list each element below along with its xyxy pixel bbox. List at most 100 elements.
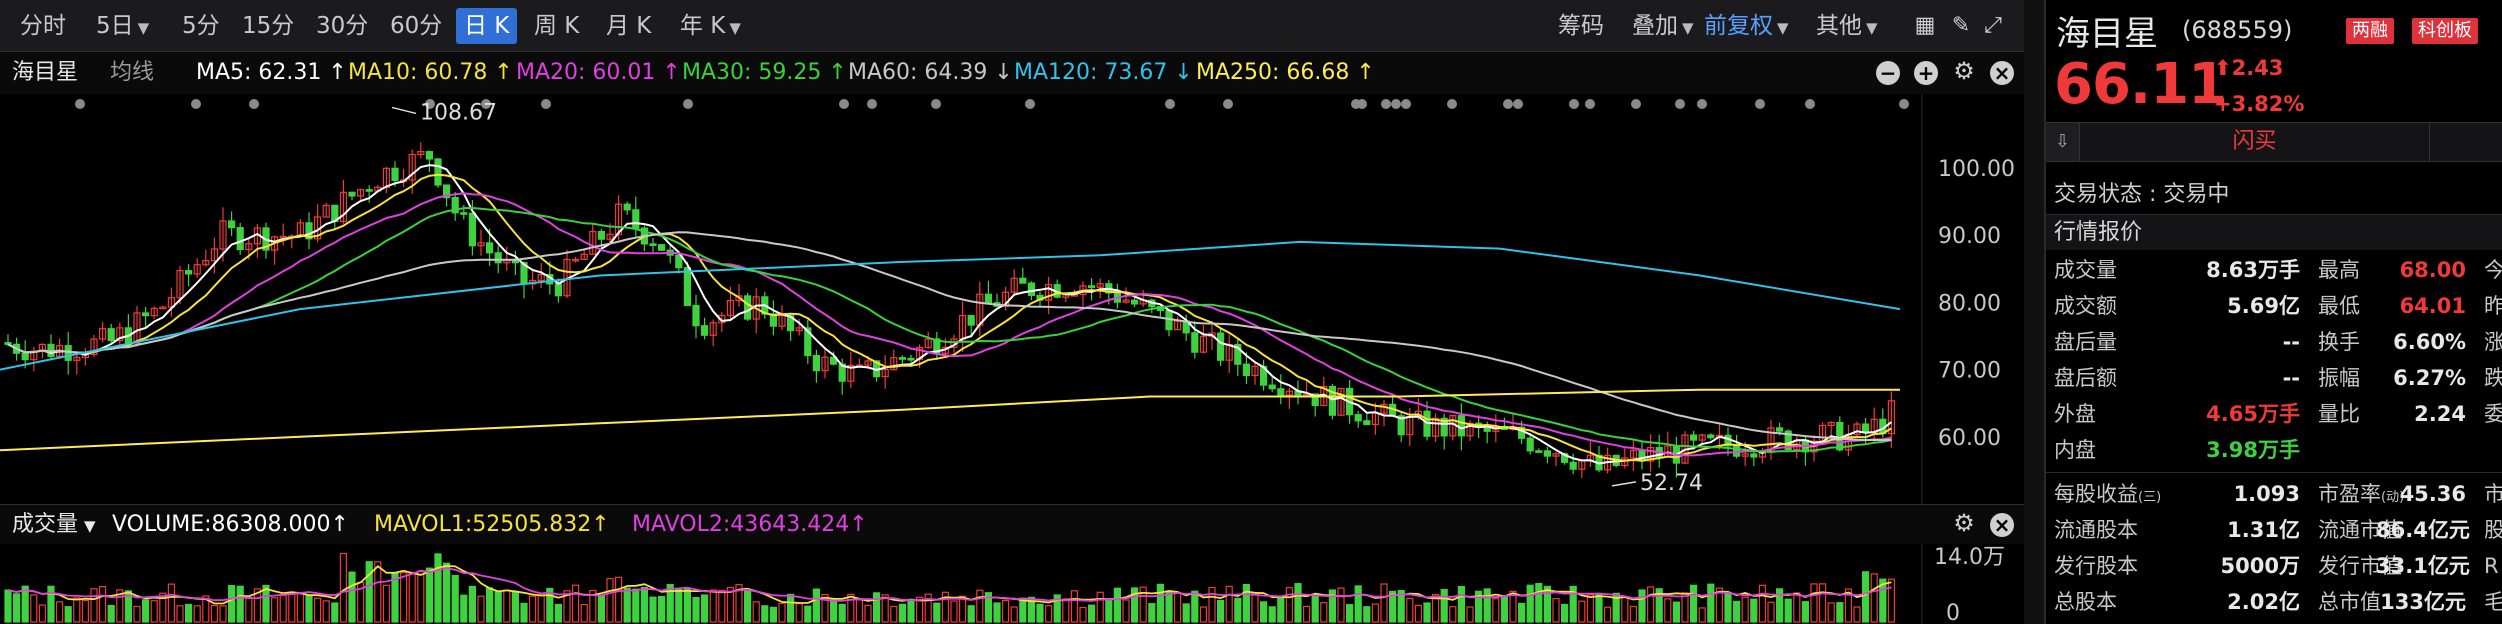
period-tab-year-k[interactable]: 年 K ▼ [680, 0, 741, 52]
volume-bar [1328, 589, 1337, 623]
event-dot [867, 99, 877, 109]
candle-up [795, 327, 803, 332]
volume-bar [1724, 593, 1732, 623]
period-tab-15min[interactable]: 15分 [242, 13, 295, 39]
low-pointer [1611, 481, 1637, 487]
volume-bar [1251, 593, 1259, 623]
volume-settings-gear-icon[interactable]: ⚙ [1953, 509, 1975, 537]
fullscreen-icon[interactable]: ⤢ [1984, 13, 2002, 38]
quote-label-clipped: 跌 [2484, 366, 2502, 390]
last-price: 66.11 [2054, 52, 2227, 117]
candle-down [1191, 332, 1199, 353]
volume-bar [1019, 597, 1027, 623]
grid-layout-icon[interactable]: ▦ [1914, 13, 1936, 38]
period-tab-month-k[interactable]: 月 K [606, 13, 652, 39]
volume-bar [976, 589, 984, 623]
volume-bar [1380, 583, 1388, 623]
period-tab-intraday[interactable]: 分时 [20, 13, 66, 39]
quote-label: 振幅 [2318, 366, 2360, 390]
candle-up [924, 338, 932, 349]
volume-bar [434, 553, 442, 623]
candle-down [1019, 277, 1027, 284]
volume-bar [1242, 583, 1251, 623]
panel-divider[interactable] [2024, 0, 2044, 624]
y-axis-tick: 80.00 [1938, 291, 2001, 316]
settings-gear-icon[interactable]: ⚙ [1953, 57, 1975, 85]
ma-type-selector[interactable]: 均线 [110, 60, 155, 85]
candle-up [821, 356, 829, 372]
flash-buy-button[interactable]: 闪买 [2080, 123, 2430, 161]
volume-bar [1354, 585, 1362, 623]
quote-value: 1.31亿 [2227, 518, 2300, 542]
volume-bar [589, 589, 597, 623]
volume-bar [477, 595, 485, 623]
volume-bar [1010, 606, 1018, 623]
candles-group [4, 142, 1896, 479]
volume-bar [47, 585, 55, 623]
ma5-label: MA5: 62.31 ↑ [196, 60, 347, 85]
event-dot [1513, 99, 1523, 109]
quote-label-clipped: 委 [2484, 402, 2502, 426]
volume-chart[interactable]: 14.0万 0 [0, 544, 2024, 624]
ma5-line [7, 164, 1893, 465]
period-tab-year-k-label: 年 K [680, 13, 726, 39]
chevron-down-icon: ▼ [729, 19, 741, 37]
volume-bar [1388, 590, 1397, 623]
quote-value: 5000万 [2220, 554, 2300, 578]
candle-up [1380, 403, 1388, 414]
candle-down [1216, 332, 1225, 361]
volume-bar [142, 599, 150, 623]
volume-bar [967, 605, 975, 623]
period-tab-30min[interactable]: 30分 [316, 13, 369, 39]
quote-label-clipped: 股 [2484, 518, 2502, 542]
candle-up [193, 264, 201, 275]
candle-down [1397, 415, 1405, 436]
volume-bar [855, 599, 864, 623]
period-tab-5day[interactable]: 5日 ▼ [96, 0, 149, 52]
volume-bar [1793, 592, 1801, 623]
candle-down [1457, 415, 1466, 437]
quote-value: -- [2282, 366, 2300, 390]
chip-distribution-button[interactable]: 筹码 [1558, 13, 1604, 39]
period-tab-week-k[interactable]: 周 K [534, 13, 580, 39]
candlestick-chart[interactable]: 100.00 90.00 80.00 70.00 60.00 108.67 52.74 [0, 94, 2024, 504]
volume-indicator-selector[interactable]: 成交量 ▼ [12, 504, 96, 546]
volume-bar [1096, 591, 1104, 623]
volume-bar [657, 596, 666, 623]
volume-bar [881, 594, 889, 623]
expand-plus-icon[interactable]: + [1914, 61, 1938, 85]
volume-bar [1027, 596, 1036, 623]
close-icon[interactable]: × [1990, 61, 2014, 85]
candle-down [434, 158, 442, 186]
candle-down [1732, 445, 1741, 457]
volume-close-icon[interactable]: × [1990, 513, 2014, 537]
quote-value: 2.02亿 [2227, 590, 2300, 614]
collapse-minus-icon[interactable]: − [1876, 61, 1900, 85]
volume-value-label: VOLUME:86308.000↑ [112, 512, 349, 537]
quote-label: 发行股本 [2054, 554, 2138, 578]
adjust-dropdown[interactable]: 前复权 ▼ [1704, 0, 1789, 52]
candle-down [443, 184, 451, 199]
volume-bar [735, 584, 743, 623]
quote-label: 最高 [2318, 258, 2360, 282]
candle-down [838, 363, 846, 382]
volume-bar [1062, 598, 1070, 623]
period-tab-day-k[interactable]: 日 K [456, 8, 518, 44]
quote-value: 33.1亿元 [2376, 554, 2470, 578]
volume-bar [1535, 583, 1543, 623]
draw-pen-icon[interactable]: ✎ [1951, 13, 1971, 38]
quote-value: 68.00 [2399, 258, 2466, 282]
other-dropdown[interactable]: 其他 ▼ [1816, 0, 1878, 52]
volume-bar [1492, 598, 1500, 623]
overlay-dropdown[interactable]: 叠加 ▼ [1632, 0, 1694, 52]
quote-section-header[interactable]: 行情报价 [2046, 214, 2502, 250]
expand-down-icon[interactable]: ⇩ [2046, 123, 2080, 161]
candle-down [829, 356, 838, 365]
quote-label: 总市值 [2318, 590, 2381, 614]
price-change: ⬆2.43 [2214, 56, 2283, 80]
period-tab-5min[interactable]: 5分 [182, 13, 220, 39]
volume-bar [847, 593, 855, 623]
volume-bar [400, 571, 408, 623]
period-tab-60min[interactable]: 60分 [390, 13, 443, 39]
volume-bar [305, 594, 313, 623]
